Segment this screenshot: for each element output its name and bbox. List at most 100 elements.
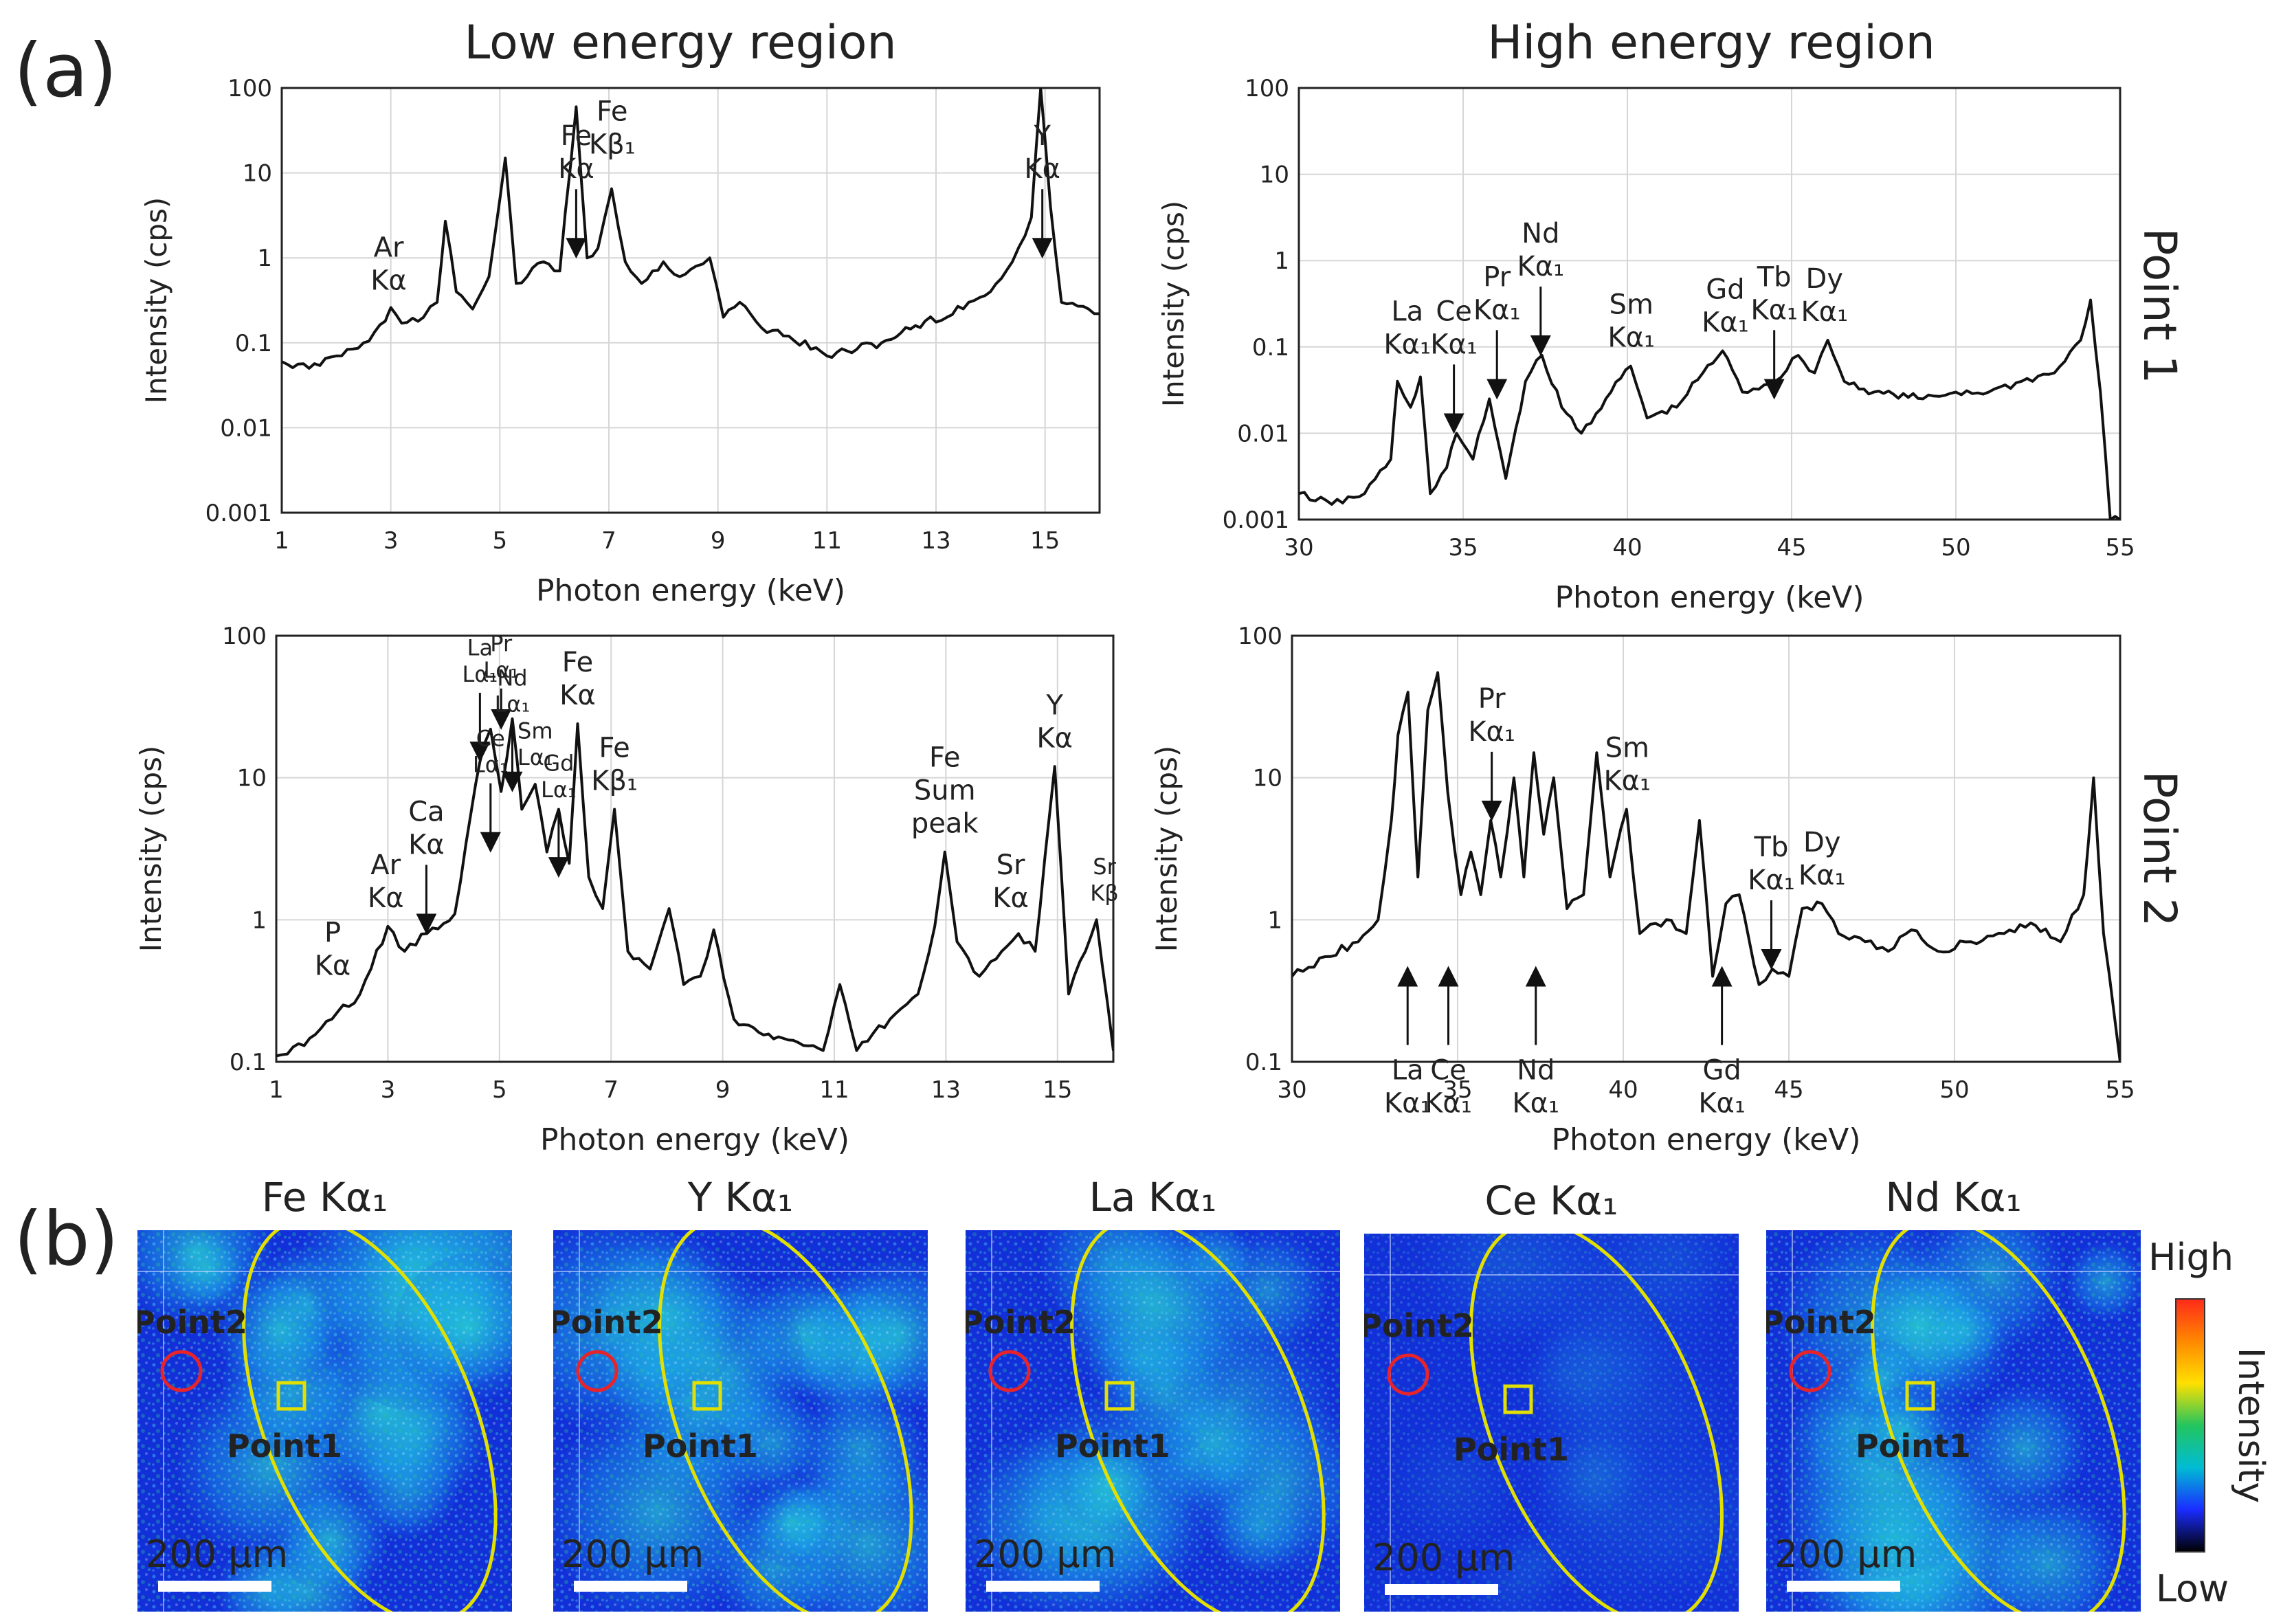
- map-title: Nd Kα₁: [1885, 1174, 2021, 1221]
- map-title: La Kα₁: [1089, 1174, 1217, 1221]
- annotation-text: La: [467, 635, 493, 661]
- x-tick-label: 5: [493, 527, 508, 555]
- point1-marker: [1104, 1381, 1135, 1411]
- peak-annotation: PKα: [315, 917, 351, 981]
- annotation-text: Nd: [1517, 1055, 1555, 1087]
- map-speckle: [553, 1230, 928, 1612]
- x-tick-label: 55: [2105, 1076, 2135, 1104]
- x-tick-label: 30: [1284, 534, 1313, 561]
- point2-label: Point2: [132, 1304, 247, 1341]
- annotation-text: Tb: [1754, 832, 1789, 863]
- y-tick-label: 0.1: [230, 1049, 267, 1076]
- annotation-text: Lα₁: [495, 691, 531, 718]
- panel-b-label: (b): [14, 1197, 119, 1282]
- chart-high-energy-point2: 30 35 40 45 50 55 0.1 1 10 100 Photon energy (keV)…: [1150, 623, 2135, 1157]
- annotation-text: Kα₁: [1801, 296, 1848, 328]
- map-speckle: [1364, 1234, 1739, 1612]
- map-speckle: [966, 1230, 1340, 1612]
- plot-frame: [275, 634, 1115, 1063]
- scale-bar: [158, 1581, 271, 1592]
- annotation-text: Kα₁: [1698, 1088, 1746, 1120]
- peak-annotation: YKα: [1036, 689, 1073, 754]
- annotation-text: Fe: [597, 96, 627, 128]
- spectrum-line: [276, 717, 1113, 1058]
- x-axis-label: Photon energy (keV): [540, 1122, 849, 1157]
- x-tick-label: 5: [492, 1076, 507, 1104]
- point1-label: Point1: [1454, 1431, 1569, 1468]
- map-title: Ce Kα₁: [1484, 1177, 1618, 1224]
- annotation-text: Nd: [497, 665, 527, 691]
- col-title-low: Low energy region: [464, 16, 896, 70]
- annotation-text: Kβ: [1090, 880, 1118, 906]
- annotation-text: Ar: [370, 849, 401, 881]
- scale-bar-label: 200 μm: [1774, 1533, 1917, 1576]
- y-axis-label: Intensity (cps): [134, 746, 168, 953]
- point1-label: Point1: [1055, 1427, 1170, 1465]
- y-tick-label: 0.01: [1237, 420, 1289, 447]
- y-tick-label: 100: [1245, 75, 1289, 102]
- x-tick-label: 45: [1774, 1076, 1803, 1104]
- y-tick-label: 0.1: [235, 330, 272, 357]
- annotation-text: Gd: [543, 750, 574, 777]
- annotation-text: Pr: [1483, 261, 1511, 293]
- y-tick-label: 1: [257, 245, 272, 272]
- x-tick-label: 35: [1448, 534, 1478, 561]
- y-tick-label: 10: [243, 160, 272, 188]
- point1-marker: [1905, 1381, 1935, 1411]
- y-tick-label: 0.1: [1245, 1049, 1282, 1076]
- plot-frame: [280, 87, 1101, 514]
- annotation-text: Lα₁: [483, 657, 519, 683]
- y-tick-label: 0.1: [1252, 334, 1289, 361]
- annotation-text: Dy: [1803, 827, 1840, 858]
- y-tick-label: 1: [252, 906, 267, 934]
- spectrum-line: [1299, 298, 2120, 520]
- y-tick-label: 0.001: [205, 500, 272, 527]
- map-title: Y Kα₁: [687, 1174, 793, 1221]
- row-label-point1: Point 1: [2133, 228, 2186, 384]
- annotation-text: Sm: [1610, 289, 1653, 321]
- annotation-text: Kα₁: [1473, 294, 1521, 326]
- x-tick-label: 15: [1030, 527, 1060, 555]
- point2-label: Point2: [960, 1304, 1076, 1341]
- annotation-text: Lα₁: [517, 744, 553, 770]
- y-tick-label: 100: [1238, 623, 1282, 650]
- point1-marker: [276, 1381, 307, 1411]
- point1-marker: [692, 1381, 722, 1411]
- annotation-text: Kα₁: [1702, 307, 1749, 339]
- x-axis-label: Photon energy (keV): [1555, 580, 1864, 615]
- x-tick-label: 35: [1443, 1076, 1472, 1104]
- x-tick-label: 40: [1608, 1076, 1638, 1104]
- element-map: Fe Kα₁ Point2 Point1 200 μm: [132, 1174, 512, 1612]
- annotation-text: Kα₁: [1517, 251, 1564, 282]
- y-tick-label: 10: [237, 765, 267, 792]
- annotation-text: Fe: [561, 120, 592, 152]
- annotation-text: Dy: [1806, 263, 1843, 295]
- plot-frame: [1291, 634, 2121, 1063]
- y-axis-label: Intensity (cps): [140, 197, 173, 404]
- annotation-text: Kα: [992, 882, 1029, 914]
- annotation-text: Ar: [374, 232, 404, 264]
- annotation-text: Kα: [315, 950, 351, 981]
- y-tick-label: 0.001: [1223, 507, 1289, 534]
- x-tick-label: 45: [1777, 534, 1806, 561]
- point2-label: Point2: [1359, 1307, 1474, 1344]
- x-tick-label: 50: [1939, 1076, 1969, 1104]
- scale-bar: [1787, 1581, 1900, 1592]
